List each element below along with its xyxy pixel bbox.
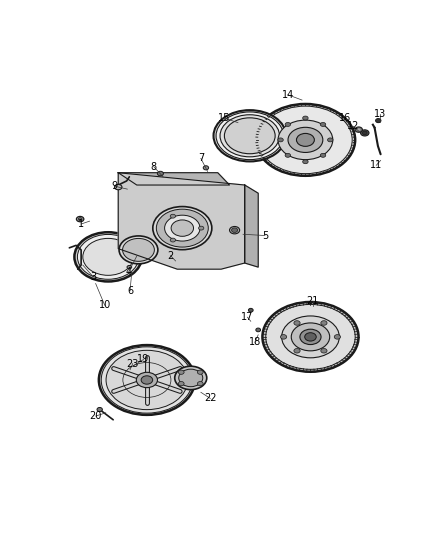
Ellipse shape [303,116,308,120]
Polygon shape [245,185,258,267]
Ellipse shape [78,235,139,279]
Ellipse shape [278,138,283,142]
Ellipse shape [321,349,327,353]
Ellipse shape [216,112,283,160]
Ellipse shape [248,309,253,312]
Ellipse shape [170,238,176,242]
Ellipse shape [280,335,287,339]
Ellipse shape [153,207,212,249]
Ellipse shape [256,104,355,176]
Text: 23: 23 [127,359,139,368]
Ellipse shape [297,133,314,147]
Ellipse shape [203,166,208,170]
Text: 3: 3 [90,271,96,281]
Text: 15: 15 [218,113,231,123]
Ellipse shape [256,328,261,332]
Ellipse shape [136,373,158,387]
Ellipse shape [74,232,142,281]
Text: 8: 8 [151,161,157,172]
Ellipse shape [259,106,352,174]
Text: 13: 13 [374,109,386,119]
Text: 21: 21 [307,296,319,306]
Ellipse shape [178,370,184,374]
Ellipse shape [101,347,193,413]
Ellipse shape [262,302,359,372]
Ellipse shape [224,118,275,154]
Ellipse shape [198,382,203,386]
Ellipse shape [141,376,153,384]
Text: 12: 12 [347,122,360,131]
Text: 16: 16 [339,113,351,123]
Text: 4: 4 [125,268,131,278]
Ellipse shape [321,321,327,325]
Polygon shape [118,173,245,269]
Ellipse shape [76,216,84,222]
Ellipse shape [119,236,158,264]
Ellipse shape [282,316,339,358]
Ellipse shape [114,184,122,190]
Ellipse shape [288,127,323,152]
Ellipse shape [99,345,195,415]
Ellipse shape [303,160,308,164]
Ellipse shape [165,215,200,241]
Text: 18: 18 [249,337,261,347]
Ellipse shape [157,171,163,176]
Ellipse shape [175,366,207,390]
Text: 11: 11 [370,160,382,171]
Ellipse shape [213,110,286,161]
Text: 14: 14 [282,90,294,100]
Ellipse shape [179,369,203,387]
Ellipse shape [320,154,326,157]
Ellipse shape [328,138,333,142]
Ellipse shape [334,335,340,339]
Ellipse shape [83,238,134,276]
Ellipse shape [78,217,82,221]
Ellipse shape [178,382,184,386]
Ellipse shape [300,329,321,344]
Ellipse shape [232,228,238,232]
Ellipse shape [320,123,326,126]
Ellipse shape [355,127,362,132]
Text: 7: 7 [198,154,204,163]
Ellipse shape [230,227,240,234]
Ellipse shape [291,323,330,351]
Ellipse shape [123,238,154,261]
Text: 19: 19 [138,354,150,365]
Ellipse shape [294,349,300,353]
Text: 6: 6 [127,286,133,296]
Ellipse shape [220,115,279,157]
Ellipse shape [294,321,300,325]
Ellipse shape [360,130,369,136]
Text: 17: 17 [241,312,254,322]
Ellipse shape [156,209,208,247]
Polygon shape [118,173,230,185]
Text: 5: 5 [262,230,268,240]
Ellipse shape [357,128,360,131]
Ellipse shape [170,214,176,218]
Ellipse shape [127,265,132,269]
Ellipse shape [375,118,381,123]
Text: 1: 1 [78,219,84,229]
Text: 10: 10 [99,300,111,310]
Text: 20: 20 [89,411,102,421]
Text: 9: 9 [112,181,118,191]
Ellipse shape [171,220,194,236]
Ellipse shape [97,407,102,411]
Text: 2: 2 [167,251,173,261]
Ellipse shape [198,370,203,374]
Ellipse shape [285,123,290,126]
Ellipse shape [305,333,316,341]
Ellipse shape [285,154,290,157]
Ellipse shape [362,131,367,135]
Ellipse shape [278,120,333,160]
Text: 22: 22 [204,393,216,403]
Ellipse shape [266,304,355,369]
Ellipse shape [198,226,204,230]
Ellipse shape [106,350,188,410]
